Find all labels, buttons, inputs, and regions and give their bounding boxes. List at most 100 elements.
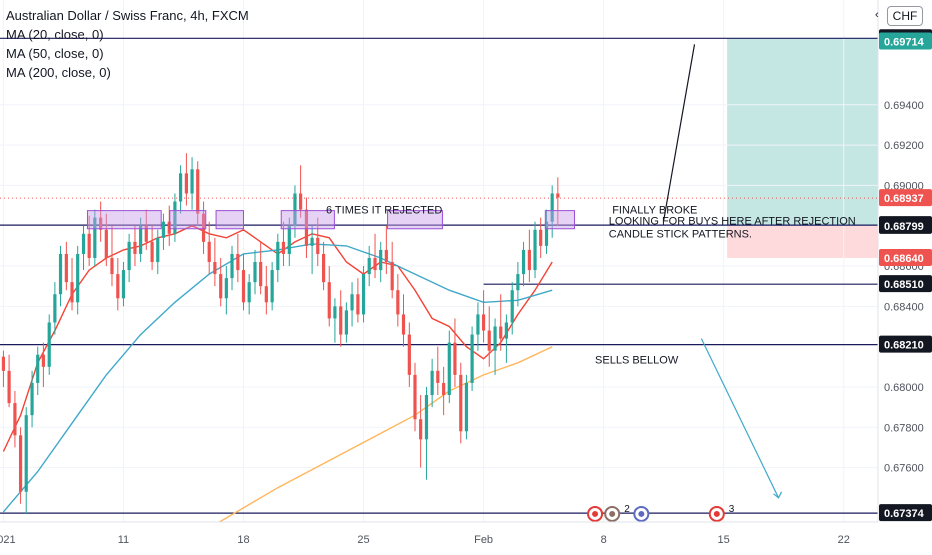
candle-body[interactable]	[76, 253, 80, 303]
candle-body[interactable]	[287, 225, 291, 254]
candle-body[interactable]	[264, 286, 268, 303]
candle-body[interactable]	[367, 257, 371, 275]
stop-loss-zone[interactable]	[727, 225, 882, 258]
time-axis[interactable]	[0, 522, 878, 550]
price-level-label[interactable]	[879, 504, 932, 522]
candle-body[interactable]	[236, 253, 240, 271]
price-level-label[interactable]	[879, 335, 932, 353]
candle-body[interactable]	[504, 322, 508, 339]
rejection-box[interactable]	[169, 210, 207, 230]
candle-body[interactable]	[70, 282, 74, 303]
candle-body[interactable]	[401, 314, 406, 335]
candle-body[interactable]	[321, 253, 326, 283]
take-profit-zone[interactable]	[727, 38, 882, 226]
candle-body[interactable]	[333, 306, 337, 319]
candle-body[interactable]	[99, 217, 103, 230]
candle-body[interactable]	[510, 290, 514, 323]
candle-body[interactable]	[390, 262, 394, 291]
candle-body[interactable]	[516, 274, 520, 291]
candle-body[interactable]	[419, 419, 423, 440]
candle-body[interactable]	[53, 294, 57, 323]
candle-body[interactable]	[241, 270, 246, 303]
candle-body[interactable]	[413, 374, 417, 420]
candle-body[interactable]	[1, 356, 6, 371]
candle-body[interactable]	[527, 249, 531, 271]
candle-body[interactable]	[116, 274, 120, 299]
rejection-box[interactable]	[86, 210, 162, 230]
currency-badge[interactable]: CHF	[887, 6, 923, 26]
candle-body[interactable]	[144, 225, 148, 242]
candle-body[interactable]	[481, 314, 486, 331]
candle-body[interactable]	[304, 209, 309, 246]
candle-body[interactable]	[161, 221, 166, 238]
candle-body[interactable]	[13, 403, 17, 436]
candle-body[interactable]	[550, 193, 554, 222]
candle-body[interactable]	[7, 370, 11, 404]
candle-body[interactable]	[464, 382, 469, 432]
candle-body[interactable]	[270, 270, 274, 303]
rejection-box[interactable]	[280, 210, 335, 230]
candle-body[interactable]	[87, 233, 91, 258]
candle-body[interactable]	[299, 193, 303, 210]
price-label-stop[interactable]	[879, 248, 932, 266]
candle-body[interactable]	[344, 310, 348, 335]
candle-body[interactable]	[47, 322, 51, 367]
candle-body[interactable]	[424, 395, 429, 440]
rejection-box[interactable]	[387, 210, 443, 230]
candle-body[interactable]	[544, 221, 549, 246]
price-axis[interactable]	[878, 0, 932, 550]
candle-body[interactable]	[247, 282, 251, 303]
candle-body[interactable]	[64, 253, 68, 283]
candle-body[interactable]	[24, 415, 28, 492]
candle-body[interactable]	[493, 326, 497, 351]
candle-body[interactable]	[173, 201, 177, 234]
candle-body[interactable]	[373, 257, 377, 271]
candle-body[interactable]	[447, 342, 451, 396]
candle-body[interactable]	[470, 334, 474, 383]
scroll-left-icon[interactable]: ‹	[875, 9, 879, 21]
breakout-trend-line[interactable]	[663, 44, 696, 221]
candle-body[interactable]	[30, 382, 34, 416]
legend-ma50[interactable]: MA (50, close, 0)	[6, 46, 104, 61]
price-level-label[interactable]	[879, 275, 932, 293]
candle-body[interactable]	[259, 262, 263, 287]
candle-body[interactable]	[533, 229, 537, 271]
candle-body[interactable]	[139, 225, 143, 254]
candle-body[interactable]	[121, 270, 126, 299]
candle-body[interactable]	[327, 282, 331, 319]
candle-body[interactable]	[81, 233, 86, 254]
candle-body[interactable]	[407, 334, 411, 375]
candle-body[interactable]	[230, 253, 234, 279]
candle-body[interactable]	[453, 342, 457, 375]
candle-body[interactable]	[201, 213, 206, 242]
candle-body[interactable]	[350, 294, 354, 311]
candle-body[interactable]	[219, 274, 223, 299]
candle-body[interactable]	[18, 435, 23, 492]
candle-body[interactable]	[339, 306, 343, 335]
candle-body[interactable]	[476, 314, 480, 335]
candle-body[interactable]	[213, 262, 217, 275]
candle-body[interactable]	[379, 249, 383, 271]
candle-body[interactable]	[310, 237, 314, 246]
rejection-box[interactable]	[544, 210, 575, 230]
ma50-line[interactable]	[2, 243, 553, 513]
price-label-entry[interactable]	[879, 216, 932, 234]
candle-body[interactable]	[293, 193, 297, 226]
candle-body[interactable]	[556, 193, 560, 198]
candle-body[interactable]	[58, 253, 63, 295]
candle-body[interactable]	[110, 257, 114, 275]
candle-body[interactable]	[93, 217, 97, 258]
candle-body[interactable]	[436, 370, 440, 383]
candle-body[interactable]	[539, 229, 543, 246]
candle-body[interactable]	[281, 241, 286, 254]
price-label-target[interactable]	[879, 32, 932, 50]
candle-body[interactable]	[361, 274, 366, 315]
candle-body[interactable]	[127, 241, 131, 271]
candle-body[interactable]	[459, 374, 463, 432]
candle-body[interactable]	[196, 169, 200, 214]
rejection-box[interactable]	[215, 210, 245, 230]
candle-body[interactable]	[207, 241, 211, 263]
candle-body[interactable]	[36, 354, 40, 383]
candle-body[interactable]	[384, 249, 388, 263]
